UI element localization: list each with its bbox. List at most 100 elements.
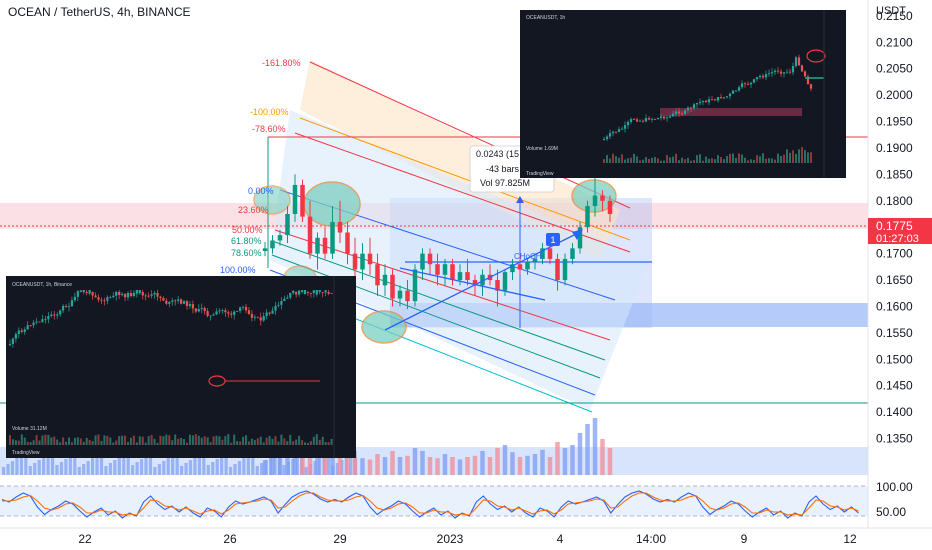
volume-bar (91, 458, 95, 475)
inset-candle-body (752, 79, 756, 83)
candle-body (330, 221, 335, 254)
inset-candle-body (686, 107, 690, 111)
inset-candle-body (740, 83, 744, 88)
inset-volume-bar (618, 157, 620, 163)
wave-badge-label: 1 (550, 235, 555, 245)
inset-volume-bar (53, 436, 56, 445)
candle-body (427, 253, 433, 265)
inset-volume-bar (14, 440, 17, 445)
inset-candle-body (605, 136, 609, 140)
inset-candle-body (206, 311, 209, 316)
inset-chart-top-right[interactable]: OCEANUSDT, 1h Volume 1.69M TradingView (520, 10, 846, 178)
inset-volume-bar (50, 437, 53, 445)
inset-candle-body (283, 298, 286, 302)
candle-body (502, 272, 508, 291)
inset-volume-bar (295, 439, 298, 445)
inset-volume-bar (245, 435, 247, 445)
inset-volume-bar (180, 437, 183, 445)
inset-candle-body (722, 97, 726, 99)
volume-bar (139, 459, 144, 475)
inset-candle-body (614, 131, 618, 133)
inset-volume-bar (708, 158, 710, 163)
candle-body (390, 274, 395, 299)
inset-candle-body (197, 308, 200, 312)
inset-volume-bar (41, 435, 44, 445)
inset-volume-bar (756, 155, 758, 163)
inset-volume-bar (239, 441, 242, 445)
candle-body (607, 200, 613, 215)
measure-tooltip-line1: 0.0243 (15 (476, 149, 519, 159)
candle-body (510, 264, 515, 273)
inset-volume-bar (318, 439, 321, 445)
volume-bar (420, 451, 425, 475)
inset-candle-body (788, 71, 792, 73)
candle-body (517, 264, 523, 270)
volume-bar (435, 458, 440, 475)
inset-volume-bar (777, 153, 779, 163)
volume-bar (273, 454, 277, 475)
inset-candle-body (701, 100, 705, 102)
volume-bar (277, 458, 283, 475)
inset-volume-bar (663, 160, 665, 163)
inset-candle-body (743, 83, 747, 85)
volume-bar (307, 445, 313, 475)
volume-bar (390, 451, 395, 475)
candle (585, 200, 590, 233)
inset-candle-body (67, 306, 71, 307)
inset-volume-bar (200, 437, 203, 445)
candle-body (495, 280, 500, 291)
inset-volume-bar (159, 435, 162, 445)
price-axis[interactable]: USDT 0.2150 0.2100 0.2050 0.2000 0.1950 0.190… (867, 0, 932, 550)
inset-candle-body (274, 305, 277, 311)
candle (607, 195, 613, 222)
inset-candle-body (17, 330, 20, 334)
candle (270, 235, 275, 254)
inset-volume-bar (289, 434, 292, 445)
inset-volume-bar (174, 434, 177, 445)
inset-volume-bar (44, 434, 47, 445)
volume-bar (570, 445, 575, 475)
fib-label: -78.60% (252, 124, 286, 134)
last-price-tag (868, 218, 932, 244)
candle (352, 237, 358, 281)
inset-candle-body (259, 317, 262, 321)
candle (367, 237, 373, 275)
inset-volume-label: Volume 31.12M (12, 426, 47, 432)
price-tick-label: 0.1500 (876, 352, 913, 366)
candle (427, 248, 433, 275)
inset-candle-body (106, 297, 109, 301)
inset-candle-body (644, 118, 648, 122)
inset-candle-body (8, 343, 12, 345)
volume-bar (510, 452, 515, 475)
inset-volume-bar (73, 437, 76, 445)
inset-chart-bottom-left[interactable]: OCEANUSDT, 1h, Binance Volume 31.12M Tra… (6, 276, 356, 458)
candle (375, 253, 380, 296)
candle (420, 248, 425, 281)
time-axis[interactable]: 22 26 29 2023 4 14:00 9 12 (0, 527, 932, 546)
inset-volume-bar (141, 436, 144, 445)
inset-candle-body (44, 319, 47, 320)
volume-bar (315, 454, 320, 475)
candle-body (555, 258, 560, 281)
inset-volume-bar (227, 434, 230, 445)
volume-bar (233, 464, 237, 475)
inset-candle-body (695, 103, 699, 105)
structure-lines (384, 229, 583, 331)
oscillator-pane (0, 485, 868, 519)
candle (540, 243, 545, 265)
inset-volume-bar (233, 434, 236, 445)
inset-volume-bar (633, 153, 635, 163)
inset-volume-bar (627, 158, 629, 163)
inset-candle-body (641, 120, 645, 122)
fib-label: -161.80% (262, 58, 301, 68)
candle-body (480, 274, 485, 286)
inset-volume-bar (705, 156, 707, 163)
candle (517, 253, 523, 275)
inset-candle-body (132, 292, 135, 297)
inset-volume-bar (97, 434, 100, 445)
inset-volume-bar (684, 159, 686, 163)
inset-highlight-ellipse (806, 49, 826, 63)
inset-volume-bar (23, 437, 26, 445)
inset-volume (9, 434, 333, 445)
